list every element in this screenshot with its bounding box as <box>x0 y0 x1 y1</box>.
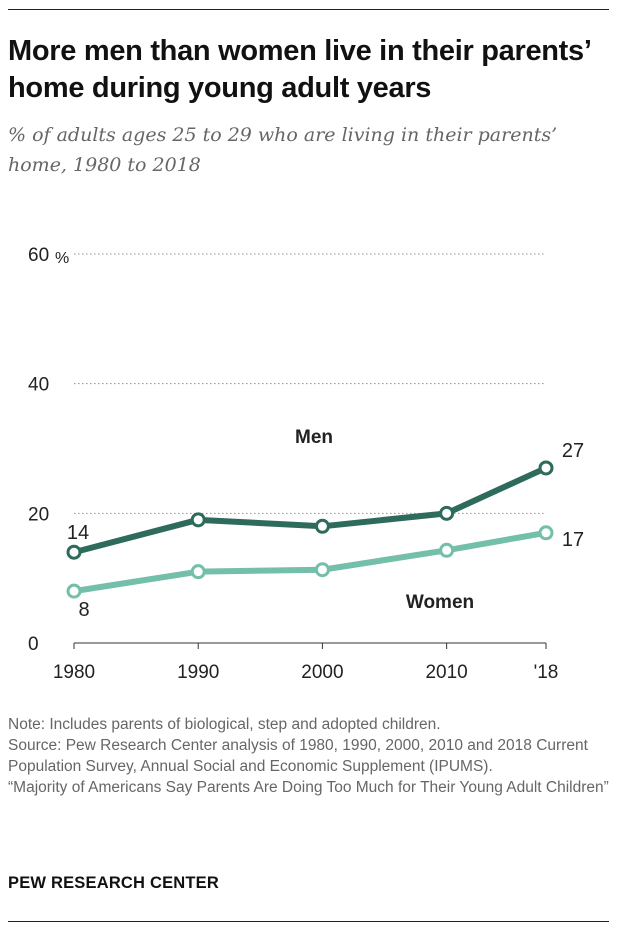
series-line-women <box>71 529 549 595</box>
data-point-women-1980 <box>66 583 82 599</box>
x-tick-label-2000: 2000 <box>301 662 343 683</box>
publisher-footer: PEW RESEARCH CENTER <box>8 874 219 892</box>
data-point-men-2010 <box>439 505 455 521</box>
y-unit-label: % <box>55 250 69 267</box>
y-tick-label-0: 0 <box>28 634 39 655</box>
report-citation: “Majority of Americans Say Parents Are D… <box>8 779 609 796</box>
x-tick-label-1980: 1980 <box>53 662 95 683</box>
y-tick-label-20: 20 <box>28 504 49 525</box>
x-tick-label-1990: 1990 <box>177 662 219 683</box>
chart-notes: Note: Includes parents of biological, st… <box>8 714 613 798</box>
data-point-women-2010 <box>439 542 455 558</box>
y-tick-label-60: 60 <box>28 245 49 266</box>
note-text: Note: Includes parents of biological, st… <box>8 716 441 733</box>
data-point-women-2018 <box>538 525 554 541</box>
chart-subtitle: % of adults ages 25 to 29 who are living… <box>8 124 558 176</box>
series-line-men <box>71 464 549 556</box>
x-tick-label-2018: '18 <box>534 662 559 683</box>
series-label-men: Men <box>295 427 333 448</box>
x-tick-label-2010: 2010 <box>425 662 467 683</box>
data-point-men-2000 <box>314 518 330 534</box>
data-point-women-2000 <box>314 562 330 578</box>
data-point-men-2018 <box>538 460 554 476</box>
data-point-men-1980 <box>66 544 82 560</box>
source-text: Source: Pew Research Center analysis of … <box>8 737 588 775</box>
data-point-women-1990 <box>190 564 206 580</box>
data-point-men-1990 <box>190 512 206 528</box>
data-label-men-2018: 27 <box>562 440 584 462</box>
line-chart: 0 20 40 60 % 1980 1990 2000 2010 '18 14 27 8 17 Men Wom… <box>28 245 584 683</box>
data-label-women-1980: 8 <box>78 599 89 621</box>
data-label-men-1980: 14 <box>67 522 89 544</box>
series-label-women: Women <box>406 592 474 613</box>
y-tick-label-40: 40 <box>28 375 49 396</box>
top-rule <box>8 9 609 10</box>
bottom-rule <box>8 921 609 922</box>
data-label-women-2018: 17 <box>562 529 584 551</box>
chart-title: More men than women live in their parent… <box>8 35 591 104</box>
